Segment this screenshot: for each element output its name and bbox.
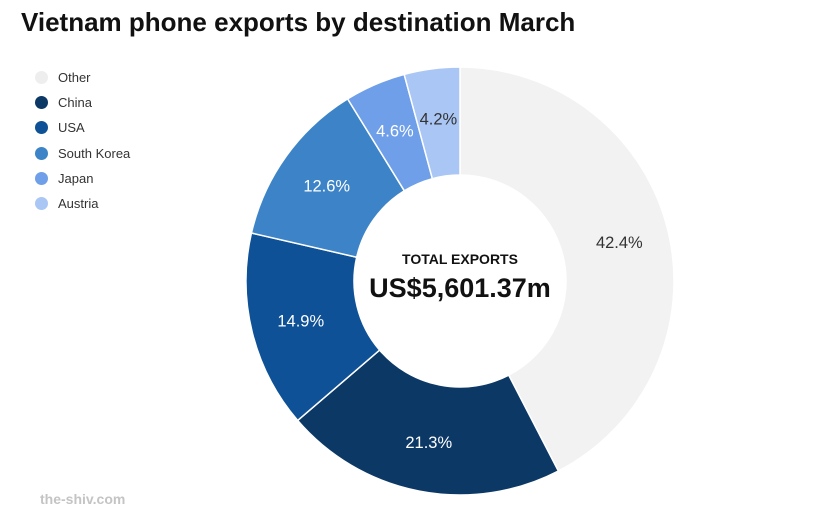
legend-item: South Korea — [35, 141, 130, 166]
legend-label: South Korea — [58, 145, 131, 161]
legend-swatch — [35, 146, 48, 160]
legend-label: USA — [58, 120, 85, 136]
donut-slices — [245, 66, 675, 496]
watermark: the-shiv.com — [40, 491, 126, 507]
slice-china — [296, 349, 560, 496]
legend-label: Austria — [58, 196, 99, 212]
slice-usa — [245, 232, 381, 422]
legend-swatch — [35, 96, 48, 110]
legend-item: USA — [35, 115, 130, 140]
slice-label: 4.6% — [376, 122, 414, 140]
legend-swatch — [35, 197, 48, 211]
legend-item: China — [35, 90, 130, 115]
legend-item: Japan — [35, 166, 130, 191]
legend: Other China USA South Korea Japan Austria — [35, 65, 130, 216]
legend-swatch — [35, 171, 48, 185]
slice-label: 14.9% — [277, 312, 324, 330]
slice-label: 4.2% — [420, 110, 458, 128]
slice-label: 21.3% — [405, 434, 452, 452]
slice-label: 12.6% — [303, 177, 350, 195]
legend-swatch — [35, 121, 48, 135]
chart-title: Vietnam phone exports by destination Mar… — [21, 7, 576, 37]
legend-swatch — [35, 71, 48, 85]
center-label: TOTAL EXPORTS — [402, 251, 518, 267]
legend-item: Austria — [35, 191, 130, 216]
slice-labels: 42.4% 21.3% 14.9% 12.6% 4.6% 4.2% — [277, 110, 643, 452]
slice-austria — [403, 66, 461, 180]
slice-other — [459, 66, 675, 473]
legend-item: Other — [35, 65, 130, 90]
center-value: US$5,601.37m — [369, 273, 551, 303]
legend-label: Japan — [58, 170, 94, 186]
legend-label: Other — [58, 70, 91, 86]
slice-label: 42.4% — [596, 234, 643, 252]
legend-label: China — [58, 95, 92, 111]
